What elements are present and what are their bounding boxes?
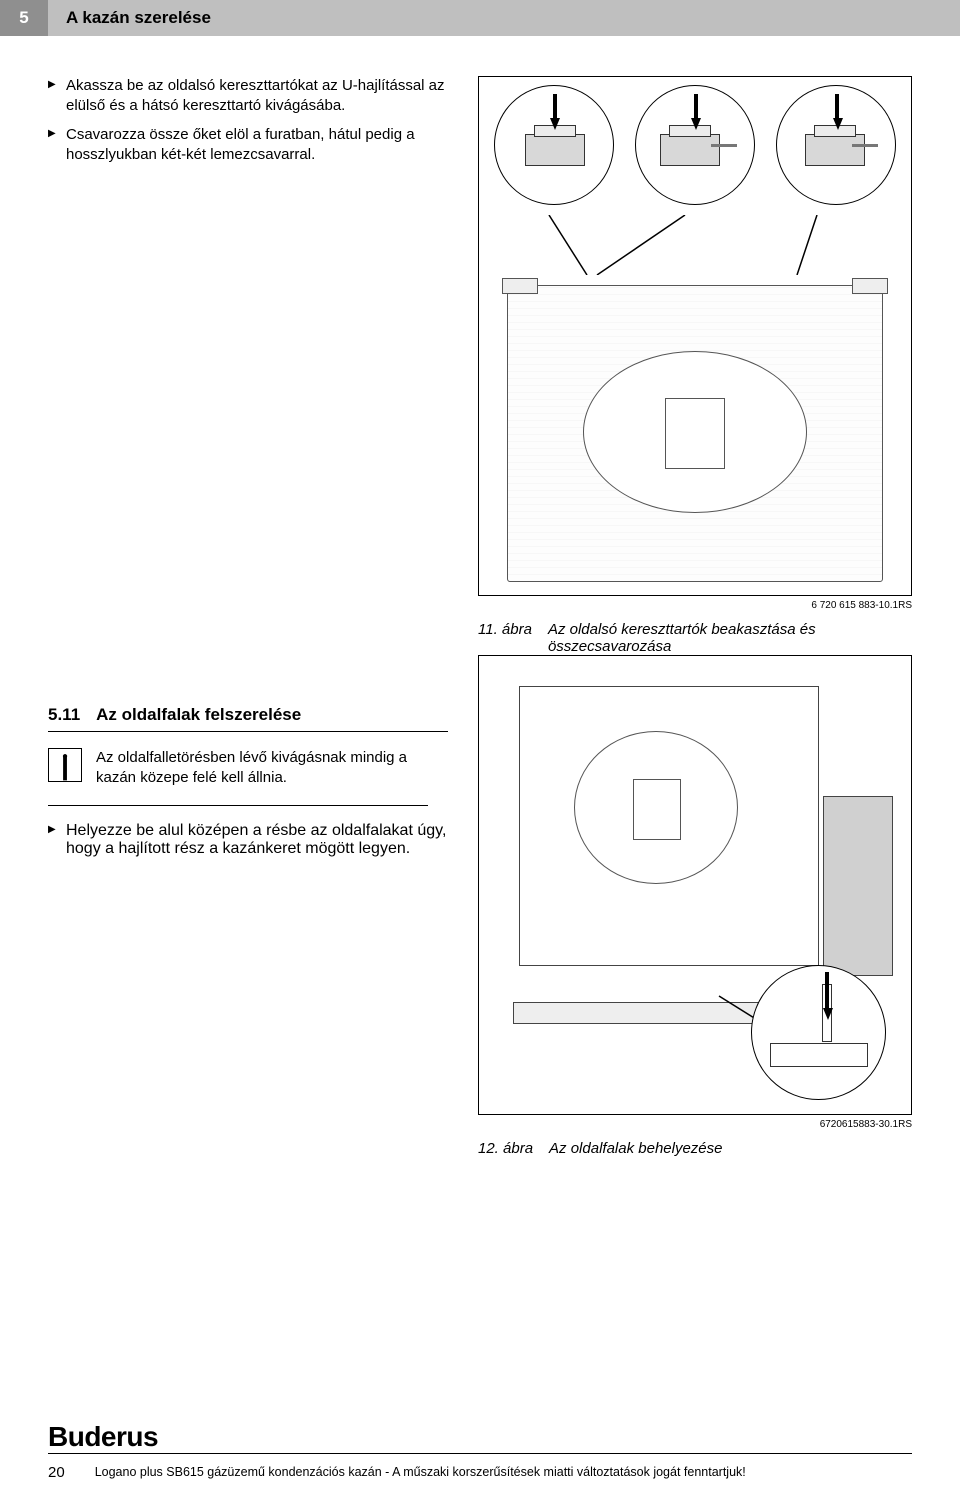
section-511-underline xyxy=(48,731,448,732)
right-bracket-icon xyxy=(852,278,888,294)
detail-circle-3 xyxy=(776,85,896,205)
arrow-down-icon xyxy=(823,1008,833,1020)
figure-12-boiler xyxy=(519,686,819,966)
figure-12-caption-num: 12. ábra xyxy=(478,1140,533,1157)
brand-logo: Buderus xyxy=(48,1421,912,1453)
section-511-num: 5.11 xyxy=(48,705,80,725)
footer-line: 20 Logano plus SB615 gázüzemű kondenzáci… xyxy=(48,1453,912,1481)
figure-12-block: 6720615883-30.1RS 12. ábra Az oldalfalak… xyxy=(478,655,912,1157)
section-511-row: 5.11 Az oldalfalak felszerelése ● ┃ Az o… xyxy=(48,655,912,1157)
detail-circle-1 xyxy=(494,85,614,205)
section-header-bar: 5 A kazán szerelése xyxy=(0,0,960,36)
bracket-icon xyxy=(805,134,865,166)
section-number: 5 xyxy=(0,0,48,36)
section-511-title: Az oldalfalak felszerelése xyxy=(96,705,301,725)
rail-profile-icon xyxy=(770,1043,868,1067)
figure-11-caption-text: Az oldalsó kereszttartók beakasztása és … xyxy=(548,621,912,655)
bracket-icon xyxy=(660,134,720,166)
arrow-stem-icon xyxy=(694,94,698,120)
instruction-step-1: Akassza be az oldalsó kereszttartókat az… xyxy=(48,76,448,117)
arrow-down-icon xyxy=(833,118,843,130)
info-note-row: ● ┃ Az oldalfalletörésben lévő kivágásna… xyxy=(48,748,448,789)
instruction-step-2: Csavarozza össze őket elöl a furatban, h… xyxy=(48,125,448,166)
page-footer: Buderus 20 Logano plus SB615 gázüzemű ko… xyxy=(0,1421,960,1481)
detail-circle-2 xyxy=(635,85,755,205)
figure-11-block: 6 720 615 883-10.1RS 11. ábra Az oldalsó… xyxy=(478,76,912,655)
arrow-down-icon xyxy=(550,118,560,130)
bracket-icon xyxy=(525,134,585,166)
info-icon: ● ┃ xyxy=(48,748,82,782)
left-bracket-icon xyxy=(502,278,538,294)
screw-icon xyxy=(852,144,878,147)
callout-svg xyxy=(487,215,903,275)
info-divider xyxy=(48,805,428,806)
callout-lines xyxy=(487,215,903,275)
figure-11-caption-num: 11. ábra xyxy=(478,621,532,655)
figure-11-caption: 11. ábra Az oldalsó kereszttartók beakas… xyxy=(478,621,912,655)
screw-icon xyxy=(711,144,737,147)
figure-12-detail-circle xyxy=(751,965,886,1100)
figure-12-caption-text: Az oldalfalak behelyezése xyxy=(549,1140,912,1157)
figure-11-id: 6 720 615 883-10.1RS xyxy=(478,600,912,611)
figure-12-id: 6720615883-30.1RS xyxy=(478,1119,912,1130)
arrow-stem-icon xyxy=(825,972,829,1010)
footer-text: Logano plus SB615 gázüzemű kondenzációs … xyxy=(65,1465,912,1481)
boiler-front-plate xyxy=(633,779,681,840)
boiler-front-plate xyxy=(665,398,725,469)
instruction-text-block: Akassza be az oldalsó kereszttartókat az… xyxy=(48,76,448,655)
figure-12-caption: 12. ábra Az oldalfalak behelyezése xyxy=(478,1140,912,1157)
figure-12-frame xyxy=(478,655,912,1115)
section-title: A kazán szerelése xyxy=(48,0,211,36)
info-note-text: Az oldalfalletörésben lévő kivágásnak mi… xyxy=(96,748,448,789)
arrow-down-icon xyxy=(691,118,701,130)
boiler-sketch xyxy=(507,285,883,582)
section-511-step: Helyezze be alul középen a résbe az olda… xyxy=(48,822,448,858)
top-row: Akassza be az oldalsó kereszttartókat az… xyxy=(48,76,912,655)
page-number: 20 xyxy=(48,1464,65,1481)
section-511-left: 5.11 Az oldalfalak felszerelése ● ┃ Az o… xyxy=(48,655,448,866)
figure-12-side-panel xyxy=(823,796,893,976)
arrow-stem-icon xyxy=(553,94,557,120)
figure-11-frame xyxy=(478,76,912,596)
arrow-stem-icon xyxy=(835,94,839,120)
figure-11-detail-row xyxy=(487,85,903,215)
page-container: 5 A kazán szerelése Akassza be az oldals… xyxy=(0,0,960,1509)
section-511-title-row: 5.11 Az oldalfalak felszerelése xyxy=(48,705,448,731)
